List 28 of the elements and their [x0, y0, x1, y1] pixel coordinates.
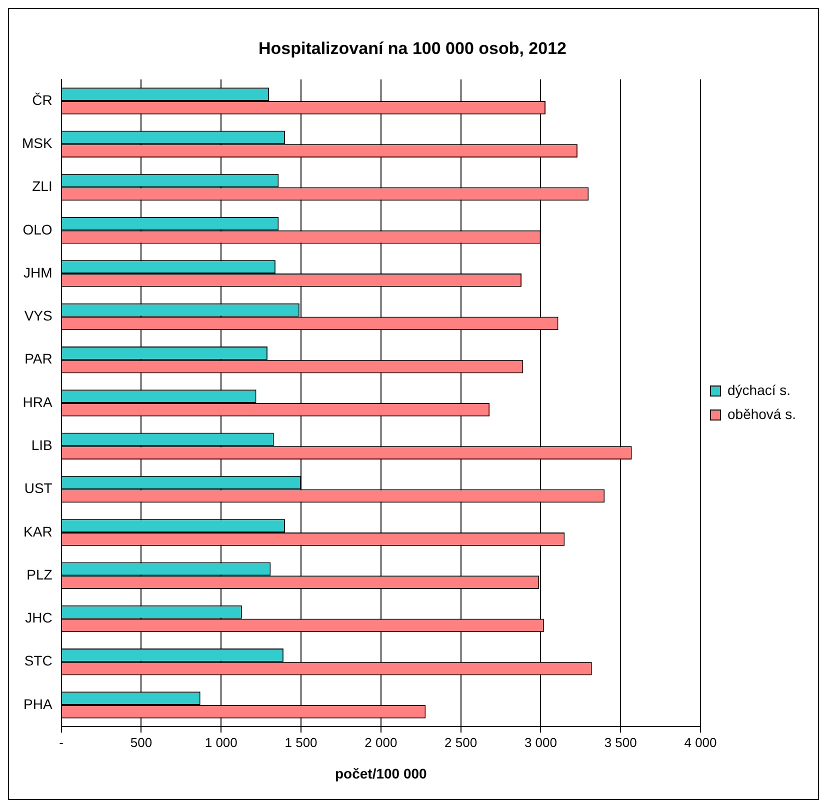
y-tick-label: OLO	[22, 221, 52, 238]
y-tick-label: HRA	[22, 394, 53, 410]
y-tick-label: MSK	[22, 134, 53, 151]
x-tick-label: 1 000	[204, 734, 238, 750]
y-tick-label: KAR	[24, 523, 52, 540]
legend-label: dýchací s.	[728, 382, 791, 398]
y-tick-label: ZLI	[32, 178, 52, 194]
y-tick-label: ČR	[32, 92, 52, 108]
x-axis-title: počet/100 000	[335, 765, 428, 782]
y-tick-label: PAR	[24, 350, 52, 367]
y-tick-label: STC	[24, 652, 52, 669]
y-tick-label: PLZ	[26, 566, 53, 582]
x-tick-label: 1 500	[284, 734, 318, 750]
y-tick-label: JHM	[24, 264, 52, 280]
y-tick-label: VYS	[24, 308, 52, 324]
x-tick-label: 3 500	[604, 734, 637, 750]
x-tick-label: 500	[130, 734, 152, 750]
x-tick-label: 4 000	[684, 734, 717, 750]
y-tick-label: UST	[24, 480, 53, 496]
y-tick-label: PHA	[24, 696, 53, 712]
x-tick-label: 2 000	[364, 734, 398, 750]
x-tick-label: 3 000	[524, 734, 557, 750]
x-tick-label: -	[59, 734, 64, 750]
y-tick-label: LIB	[31, 437, 52, 454]
y-tick-label: JHC	[25, 610, 52, 626]
chart-title: Hospitalizovaní na 100 000 osob, 2012	[258, 38, 567, 58]
x-tick-label: 2 500	[444, 734, 478, 750]
legend-label: oběhová s.	[728, 406, 796, 422]
